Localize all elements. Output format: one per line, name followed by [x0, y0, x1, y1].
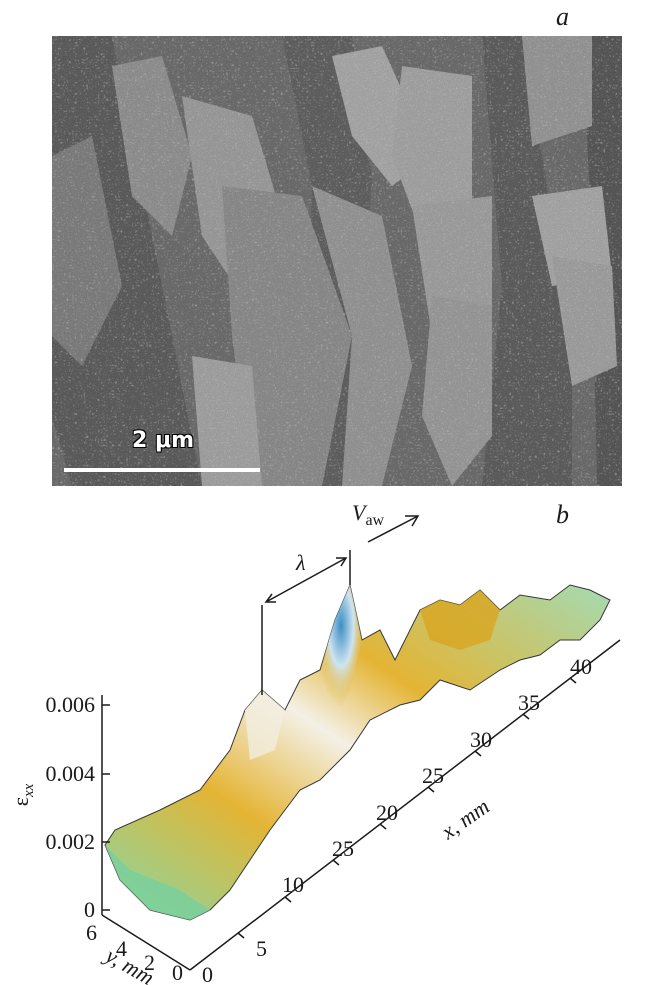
x-tick-label: 10: [282, 872, 304, 897]
x-tick-label: 25: [422, 763, 444, 788]
panel-a-label: a: [556, 2, 569, 31]
x-tick-label: 30: [470, 727, 492, 752]
wavelength-label: λ: [295, 550, 306, 575]
origin-tick-label: 0: [202, 962, 213, 985]
x-tick-label: 20: [376, 800, 398, 825]
x-tick-label: 25: [332, 836, 354, 861]
y-tick-labels: 6 4 2 0 0: [86, 920, 213, 985]
z-axis-label: εxx: [8, 783, 37, 806]
velocity-arrow: [367, 515, 419, 543]
axes: [101, 515, 621, 971]
z-tick-labels: 0.006 0.004 0.002 0: [46, 692, 96, 922]
z-tick-label: 0.004: [46, 761, 96, 786]
panel-b-label: b: [556, 500, 569, 529]
y-axis-line: [101, 914, 191, 971]
sem-micrograph: 2 μm: [52, 36, 622, 486]
x-axis-label: x, mm: [436, 793, 494, 844]
velocity-label: Vaw: [352, 500, 385, 529]
z-tick-label: 0.006: [46, 692, 96, 717]
surface-body: [104, 583, 611, 921]
y-tick-label: 4: [116, 936, 127, 961]
x-tick-labels: 5 10 25 20 25 30 35 40: [256, 654, 592, 961]
x-axis-line: [189, 639, 621, 971]
strain-surface-plot: 0.006 0.004 0.002 0 εxx 5 10 25 20 25 30…: [8, 500, 621, 985]
y-axis-label: y, mm: [100, 942, 159, 985]
y-tick-label: 0: [172, 960, 183, 985]
z-tick-label: 0.002: [46, 829, 96, 854]
lambda-arrow: [265, 557, 347, 603]
scale-bar: [64, 468, 260, 472]
y-tick-label: 2: [144, 950, 155, 975]
micrograph-image: [52, 36, 622, 486]
z-tick-label: 0: [84, 897, 95, 922]
x-tick-label: 40: [570, 654, 592, 679]
x-tick-label: 35: [518, 690, 540, 715]
scale-bar-label: 2 μm: [132, 428, 195, 453]
x-tick-label: 5: [256, 936, 267, 961]
y-tick-label: 6: [86, 920, 97, 945]
